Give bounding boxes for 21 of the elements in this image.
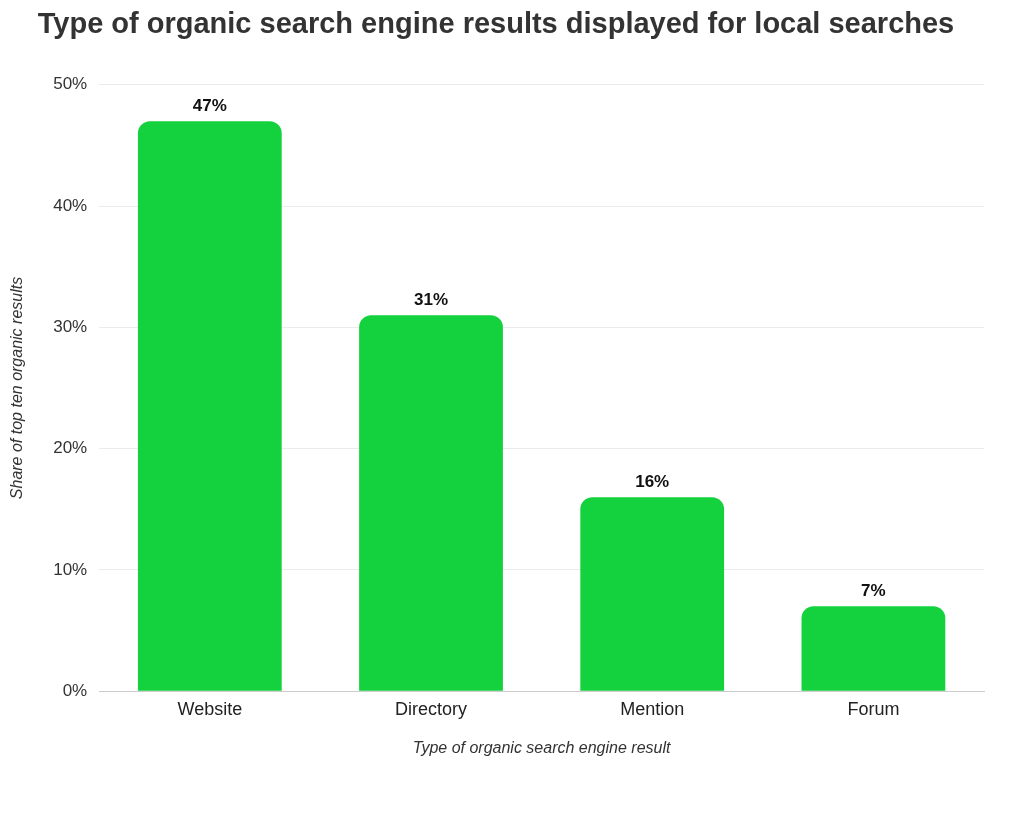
y-tick-label: 40% xyxy=(53,195,88,215)
data-label: 47% xyxy=(192,96,227,116)
data-label: 7% xyxy=(861,581,886,601)
bar xyxy=(801,606,946,691)
x-tick-label: Mention xyxy=(620,698,685,719)
bar xyxy=(359,315,503,691)
y-tick-label: 30% xyxy=(53,317,88,337)
y-axis-title: Share of top ten organic results xyxy=(8,276,26,500)
x-axis-title: Type of organic search engine result xyxy=(412,738,671,756)
chart-title: Type of organic search engine results displayed for local searches xyxy=(37,7,955,40)
y-tick-label: 10% xyxy=(53,559,88,579)
bar xyxy=(137,121,282,691)
x-tick-label: Website xyxy=(177,698,243,719)
x-tick-label: Directory xyxy=(395,698,468,719)
bar xyxy=(580,497,725,691)
y-tick-label: 20% xyxy=(53,438,88,458)
x-tick-label: Forum xyxy=(847,698,900,719)
data-label: 16% xyxy=(635,472,670,492)
data-label: 31% xyxy=(414,290,449,310)
y-tick-label: 0% xyxy=(62,680,88,700)
y-tick-label: 50% xyxy=(53,74,88,94)
